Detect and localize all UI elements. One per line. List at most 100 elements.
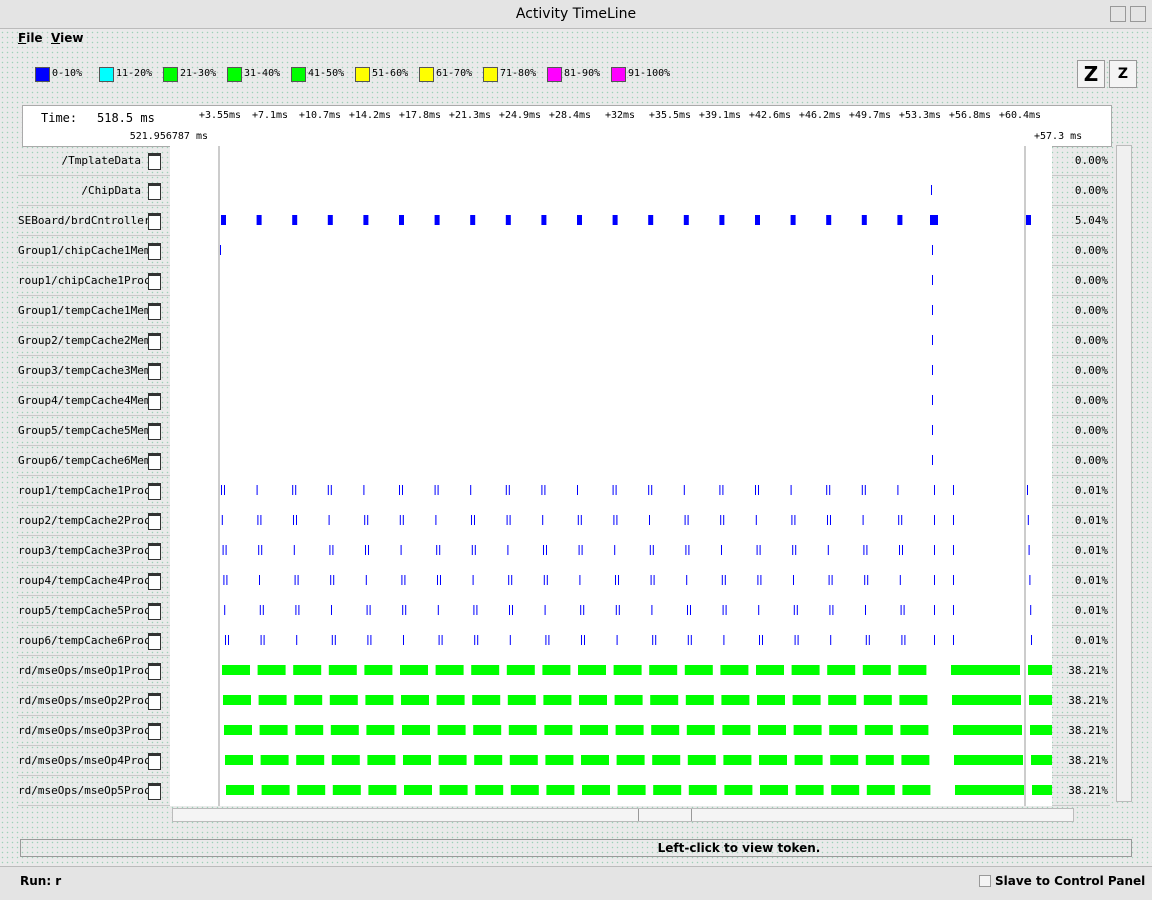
activity-tick (652, 545, 654, 555)
activity-bar (952, 695, 1021, 705)
legend-swatch (611, 67, 626, 82)
time-header (22, 105, 1112, 147)
row-icon[interactable] (148, 243, 161, 260)
row-name: Group4/tempCache4Mem (18, 394, 151, 407)
activity-tick (830, 635, 832, 645)
activity-tick (615, 575, 616, 585)
activity-tick (331, 635, 333, 645)
activity-tick (864, 575, 866, 585)
tick-label: +42.6ms (748, 110, 792, 121)
time-value: 518.5 ms (97, 111, 155, 125)
activity-tick (329, 545, 331, 555)
activity-tick (903, 605, 905, 615)
row-pct: 0.01% (1074, 604, 1108, 617)
row-icon[interactable] (148, 633, 161, 650)
status-text: Left-click to view token. (657, 841, 821, 855)
activity-tick (403, 635, 404, 645)
menu-item[interactable]: View (51, 31, 84, 45)
activity-block (897, 215, 903, 225)
menu-item[interactable]: File (18, 31, 43, 45)
activity-bar (795, 785, 824, 795)
row-icon[interactable] (148, 333, 161, 350)
activity-tick (437, 605, 439, 615)
activity-tick (293, 515, 294, 525)
row-icon[interactable] (148, 393, 161, 410)
activity-block (683, 215, 689, 225)
row-icon[interactable] (148, 783, 161, 800)
legend-swatch (163, 67, 178, 82)
activity-bar (367, 755, 396, 765)
tick-label: +32ms (604, 110, 636, 121)
vertical-scrollbar[interactable] (1116, 145, 1132, 802)
row-pct: 0.00% (1074, 244, 1108, 257)
activity-bar (758, 725, 786, 735)
activity-bar (1031, 755, 1052, 765)
scroll-thumb[interactable] (638, 809, 692, 821)
plot-background (170, 146, 1052, 806)
activity-bar (473, 725, 502, 735)
row-icon[interactable] (148, 453, 161, 470)
activity-bar (831, 785, 860, 795)
activity-tick (259, 605, 261, 615)
activity-tick (651, 485, 653, 495)
activity-bar (829, 725, 858, 735)
activity-bar (331, 755, 360, 765)
activity-tick (404, 575, 406, 585)
activity-bar (436, 695, 465, 705)
row-pct-cell (1052, 716, 1110, 746)
activity-tick (256, 485, 258, 495)
slave-checkbox[interactable] (979, 875, 991, 887)
row-icon[interactable] (148, 363, 161, 380)
activity-bar (582, 785, 610, 795)
activity-tick (328, 515, 330, 525)
activity-bar (760, 785, 788, 795)
activity-tick (293, 545, 295, 555)
activity-bar (792, 695, 821, 705)
row-name-cell (18, 746, 170, 776)
activity-tick (228, 635, 229, 645)
row-icon[interactable] (148, 513, 161, 530)
row-pct: 0.01% (1074, 484, 1108, 497)
maximize-button[interactable] (1130, 6, 1146, 22)
row-icon[interactable] (148, 183, 161, 200)
activity-tick (934, 605, 935, 615)
row-icon[interactable] (148, 663, 161, 680)
row-icon[interactable] (148, 213, 161, 230)
activity-tick (827, 515, 828, 525)
row-name-cell (18, 326, 170, 356)
row-icon[interactable] (148, 423, 161, 440)
row-icon[interactable] (148, 543, 161, 560)
row-pct: 0.01% (1074, 544, 1108, 557)
activity-tick (439, 545, 441, 555)
zoom-out-button[interactable]: Z (1109, 60, 1137, 88)
row-pct-cell (1052, 236, 1110, 266)
activity-tick (865, 605, 866, 615)
activity-tick (796, 605, 798, 615)
minimize-button[interactable] (1110, 6, 1126, 22)
row-name-cell (18, 596, 170, 626)
activity-tick (260, 515, 262, 525)
row-icon[interactable] (148, 573, 161, 590)
row-icon[interactable] (148, 753, 161, 770)
activity-tick (543, 575, 545, 585)
row-icon[interactable] (148, 603, 161, 620)
activity-block (1026, 215, 1031, 225)
row-pct-cell (1052, 296, 1110, 326)
zoom-in-button[interactable]: Z (1077, 60, 1105, 88)
activity-tick (363, 485, 365, 495)
row-icon[interactable] (148, 483, 161, 500)
activity-tick (690, 605, 691, 615)
row-icon[interactable] (148, 153, 161, 170)
row-pct-cell (1052, 386, 1110, 416)
horizontal-scrollbar[interactable] (172, 808, 1074, 822)
row-icon[interactable] (148, 273, 161, 290)
row-icon[interactable] (148, 693, 161, 710)
row-icon[interactable] (148, 303, 161, 320)
activity-tick (405, 605, 407, 615)
row-pct-cell (1052, 176, 1110, 206)
row-name: rd/mseOps/mseOp1Proc (18, 664, 151, 677)
activity-tick (690, 635, 692, 645)
activity-bar (225, 755, 253, 765)
row-icon[interactable] (148, 723, 161, 740)
activity-tick (511, 575, 513, 585)
